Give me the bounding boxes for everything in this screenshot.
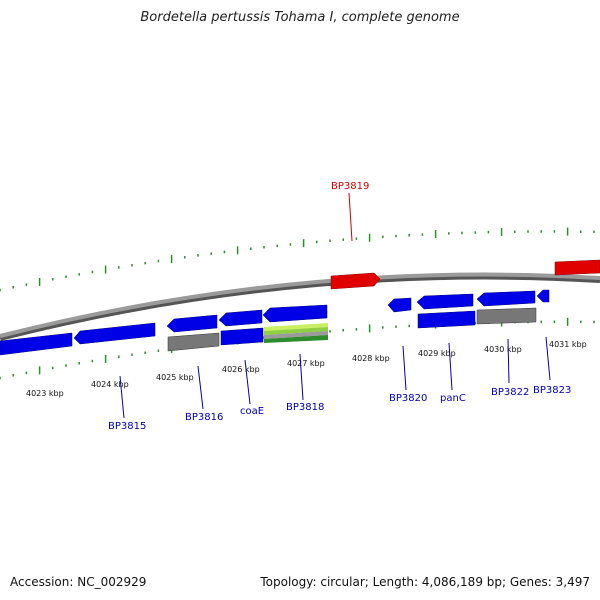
kbp-label: 4031 kbp	[549, 340, 587, 349]
kbp-label: 4029 kbp	[418, 349, 456, 358]
gene-label-bp3822: BP3822	[491, 387, 529, 398]
kbp-label: 4025 kbp	[156, 373, 194, 382]
forward-strand-genes	[330, 259, 600, 290]
pseudogene-bp3822[interactable]	[476, 307, 537, 325]
map-title: Bordetella pertussis Tohama I, complete …	[140, 10, 460, 25]
cds-panc[interactable]	[417, 310, 476, 329]
label-leader-lines	[119, 192, 551, 419]
accession-text: Accession: NC_002929	[10, 575, 147, 589]
reverse-strand-genes	[0, 289, 550, 356]
gene-label-bp3816: BP3816	[185, 412, 223, 423]
kbp-label: 4027 kbp	[287, 359, 325, 368]
kbp-label: 4026 kbp	[222, 365, 260, 374]
gene-label-coae: coaE	[240, 406, 264, 417]
kbp-label: 4023 kbp	[26, 389, 64, 398]
gene-forward-right[interactable]	[554, 259, 600, 276]
leader-bp3815	[119, 375, 125, 419]
kbp-labels: 4023 kbp 4024 kbp 4025 kbp 4026 kbp 4027…	[26, 340, 587, 398]
gene-bp3815-a[interactable]	[0, 332, 73, 356]
gene-label-panc: panC	[440, 393, 466, 404]
gene-bp3815-b[interactable]	[73, 322, 156, 345]
gene-bp3822[interactable]	[476, 290, 536, 307]
kbp-label: 4030 kbp	[484, 345, 522, 354]
gene-label-bp3815: BP3815	[108, 421, 146, 432]
gene-bp3820[interactable]	[387, 297, 412, 313]
genome-summary-text: Topology: circular; Length: 4,086,189 bp…	[260, 575, 590, 589]
gene-label-bp3818: BP3818	[286, 402, 324, 413]
genome-backbone	[0, 272, 600, 341]
gene-panc[interactable]	[416, 293, 474, 310]
gene-bp3823[interactable]	[536, 289, 550, 303]
leader-coae	[244, 359, 251, 405]
gene-label-bp3819: BP3819	[331, 181, 369, 192]
kbp-label: 4028 kbp	[352, 354, 390, 363]
gene-bp3818[interactable]	[262, 304, 328, 323]
rna-bp3818[interactable]	[264, 323, 328, 343]
leader-bp3820	[402, 345, 407, 391]
reverse-lane-2	[167, 307, 537, 352]
leader-bp3822	[507, 338, 510, 384]
cds-coae[interactable]	[220, 327, 264, 346]
leader-bp3816	[197, 365, 204, 410]
leader-bp3818	[299, 353, 304, 401]
gene-bp3819[interactable]	[330, 272, 381, 290]
leader-panc	[448, 342, 453, 391]
pseudogene-bp3816[interactable]	[167, 332, 220, 352]
gene-coae[interactable]	[218, 309, 263, 327]
gene-bp3816[interactable]	[166, 314, 218, 333]
leader-bp3819	[348, 192, 353, 242]
outer-tick-row	[0, 227, 595, 292]
gene-labels: BP3819 BP3815 BP3816 coaE BP3818 BP3820 …	[108, 181, 571, 432]
kbp-label: 4024 kbp	[91, 380, 129, 389]
gene-label-bp3820: BP3820	[389, 393, 427, 404]
leader-bp3823	[545, 336, 551, 381]
gene-label-bp3823: BP3823	[533, 385, 571, 396]
